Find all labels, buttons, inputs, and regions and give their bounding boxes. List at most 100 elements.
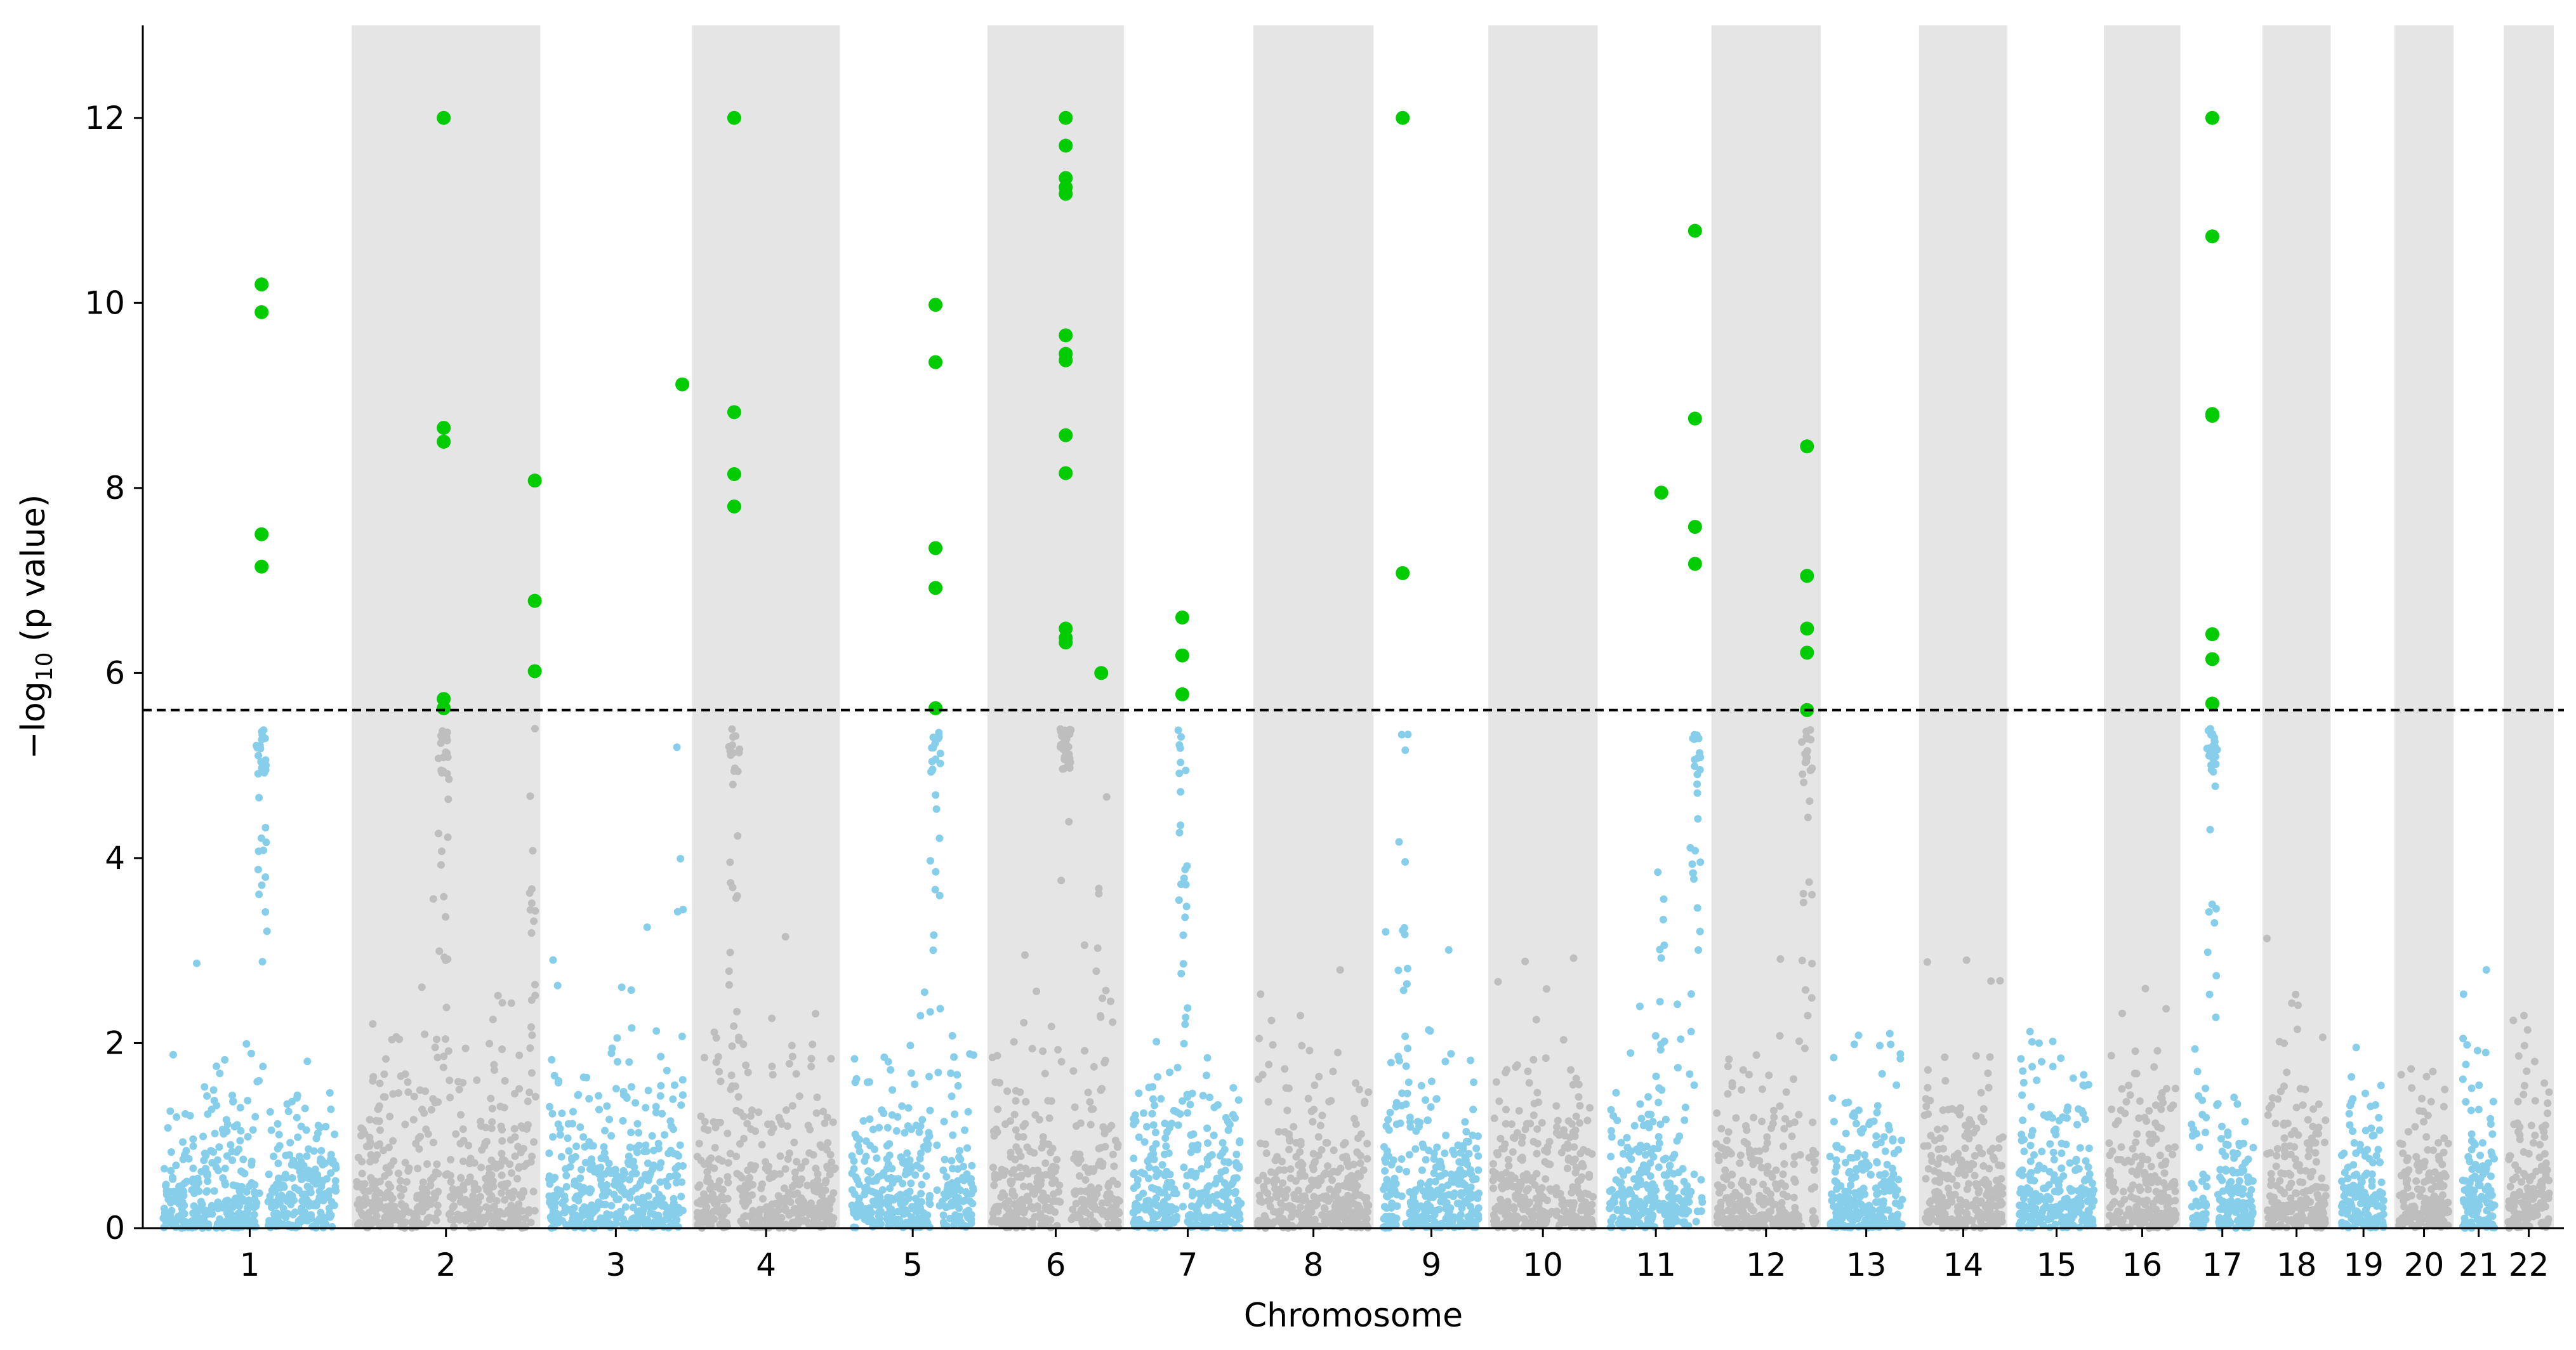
snp-point <box>1267 1168 1275 1176</box>
snp-point <box>901 1128 909 1137</box>
snp-point <box>1987 977 1995 985</box>
snp-point <box>644 1087 652 1095</box>
snp-point <box>288 1174 296 1182</box>
snp-point <box>1081 1176 1090 1184</box>
snp-point <box>1081 1047 1089 1055</box>
snp-point <box>401 1120 409 1128</box>
snp-point <box>1010 1038 1018 1046</box>
snp-point <box>1635 1002 1644 1010</box>
snp-point <box>512 1217 520 1226</box>
snp-point <box>326 1089 334 1097</box>
snp-point <box>1468 1208 1476 1216</box>
snp-point <box>501 1183 509 1191</box>
snp-point <box>561 1196 569 1204</box>
snp-point <box>1384 1116 1392 1124</box>
snp-point <box>213 1062 220 1070</box>
snp-point <box>1955 1111 1964 1119</box>
snp-point <box>1651 1223 1659 1231</box>
snp-point <box>1188 1171 1196 1179</box>
snp-point <box>1044 1097 1052 1105</box>
snp-point <box>809 1040 817 1049</box>
snp-point <box>189 1142 197 1150</box>
snp-point <box>258 958 267 966</box>
snp-point <box>1057 1057 1066 1066</box>
snp-point <box>210 1187 218 1195</box>
snp-point <box>426 1200 435 1208</box>
snp-point <box>327 1211 335 1219</box>
snp-point <box>1866 1170 1875 1179</box>
snp-point <box>487 1156 496 1165</box>
snp-point <box>556 1125 564 1133</box>
snp-point <box>1743 1140 1751 1148</box>
snp-point <box>932 791 940 799</box>
snp-point <box>626 1221 634 1229</box>
snp-point <box>883 1155 891 1163</box>
snp-point <box>487 1124 496 1132</box>
snp-point <box>1149 1121 1158 1129</box>
snp-point <box>174 1189 182 1197</box>
snp-point <box>1802 986 1809 994</box>
snp-point <box>590 1168 598 1175</box>
snp-point <box>657 1052 665 1061</box>
snp-point <box>1057 877 1066 885</box>
snp-point <box>289 1156 298 1165</box>
snp-point <box>1758 1085 1766 1094</box>
snp-point <box>1031 1111 1040 1119</box>
snp-point <box>797 1205 805 1214</box>
snp-point <box>679 1091 687 1099</box>
snp-point <box>1174 726 1182 734</box>
snp-point <box>490 1061 498 1069</box>
snp-point <box>1161 1172 1169 1179</box>
snp-points-chr-3 <box>545 743 687 1232</box>
snp-point <box>1422 1214 1430 1222</box>
snp-point <box>1504 1156 1512 1163</box>
snp-point <box>405 1164 413 1172</box>
snp-point <box>1808 960 1816 968</box>
snp-point <box>1641 1151 1649 1159</box>
snp-point <box>1041 1069 1049 1078</box>
snp-point <box>213 1101 221 1109</box>
snp-point <box>995 1173 1003 1181</box>
snp-point <box>866 1115 874 1123</box>
snp-point <box>461 1196 469 1203</box>
snp-point <box>1458 1219 1467 1227</box>
snp-point <box>1356 1151 1364 1160</box>
snp-point <box>1849 1111 1857 1120</box>
snp-point <box>1154 1188 1163 1195</box>
snp-point <box>1267 1016 1276 1024</box>
snp-point <box>744 1068 752 1076</box>
snp-point <box>1182 903 1191 911</box>
snp-point <box>1674 1064 1682 1072</box>
snp-point <box>1809 1118 1817 1127</box>
snp-point <box>279 1181 287 1189</box>
snp-point <box>652 1027 661 1035</box>
snp-point <box>939 1219 948 1226</box>
snp-point <box>1091 1205 1099 1213</box>
snp-point <box>1030 1190 1038 1198</box>
snp-point <box>1457 1189 1465 1197</box>
snp-point <box>510 1188 518 1196</box>
snp-point <box>1462 1137 1470 1146</box>
snp-point <box>1456 1210 1465 1219</box>
snp-point <box>459 1078 467 1087</box>
snp-point <box>482 1137 491 1146</box>
snp-point <box>1355 1203 1363 1212</box>
snp-point <box>431 1043 439 1052</box>
snp-point <box>955 1153 963 1161</box>
snp-point <box>633 1208 642 1216</box>
snp-point <box>628 1083 635 1091</box>
snp-point <box>1542 985 1550 993</box>
snp-point <box>925 1128 933 1137</box>
snp-point <box>1140 1203 1148 1210</box>
snp-point <box>1520 1222 1528 1231</box>
snp-point <box>628 1024 636 1032</box>
snp-point <box>1767 1124 1775 1132</box>
snp-point <box>227 1141 235 1149</box>
snp-point <box>964 1108 972 1116</box>
snp-point <box>1296 1170 1304 1178</box>
snp-point <box>188 1175 197 1184</box>
snp-point <box>726 948 734 956</box>
snp-point <box>1502 1168 1510 1177</box>
snp-point <box>989 1163 997 1172</box>
snp-point <box>968 1161 976 1170</box>
